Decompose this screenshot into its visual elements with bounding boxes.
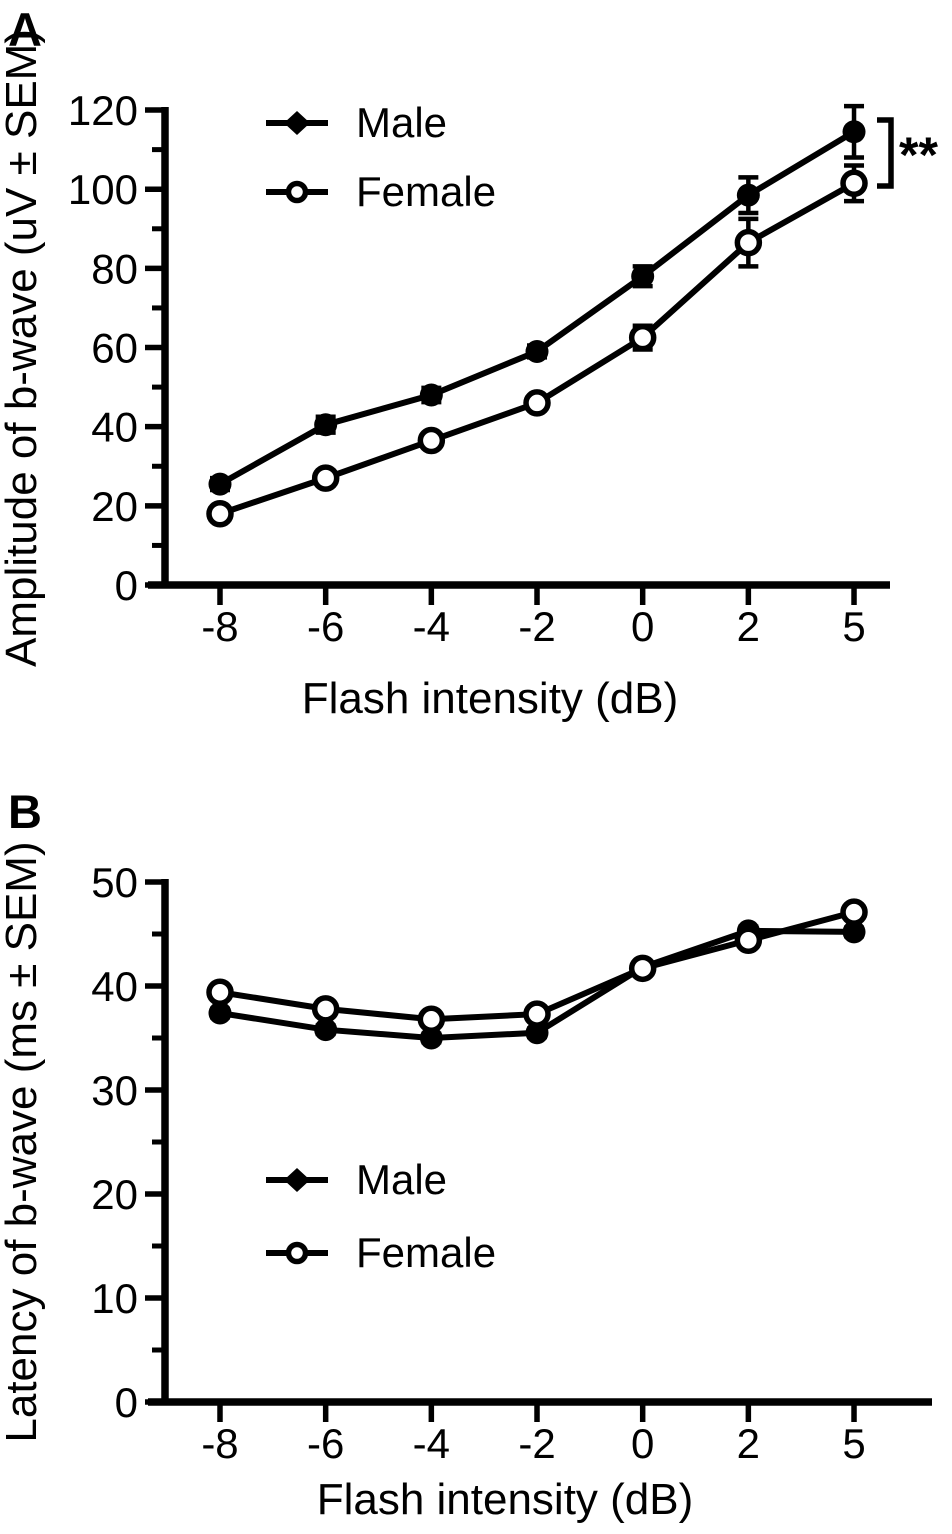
marker-male [525,339,549,363]
legend-item-male: Male [266,1156,447,1203]
series-male [208,103,866,496]
marker-female [840,169,868,198]
series-female [206,163,868,528]
marker-male [208,1001,232,1025]
panel-label-b: B [8,785,42,838]
marker-male [419,383,443,407]
x-tick-label: -6 [307,1420,344,1467]
y-tick-label: 50 [91,859,138,906]
significance-stars: ** [899,127,938,183]
axes [145,879,932,1422]
marker-female [840,898,868,926]
x-tick-label: -8 [201,603,238,650]
x-axis-title: Flash intensity (dB) [317,1475,694,1524]
panel-label-a: A [8,3,42,56]
x-tick-label: 0 [631,1420,654,1467]
x-tick-label: 5 [842,603,865,650]
y-tick-label: 0 [115,1379,138,1426]
x-tick-label: -6 [307,603,344,650]
series-line-male [218,129,856,487]
y-axis-title: Latency of b-wave (ms ± SEM) [0,841,46,1442]
marker-male [314,1018,338,1042]
marker-male [208,472,232,496]
marker-male [736,183,760,207]
series-female [206,898,868,1034]
marker-female [206,978,234,1006]
x-tick-label: 2 [737,603,760,650]
legend: Male Female [266,99,496,215]
marker-female [206,500,234,528]
x-tick-label: 0 [631,603,654,650]
marker-female [628,323,657,352]
legend-item-female: Female [266,168,496,215]
marker-female [734,228,763,257]
y-tick-label: 20 [91,1171,138,1218]
legend: Male Female [266,1156,496,1276]
panel-b-latency-chart: 0 10 20 30 40 50 -8 -6 -4 -2 0 2 5 Flash intensity (d… [0,841,932,1524]
x-tick-label: -8 [201,1420,238,1467]
legend-label-female: Female [356,168,496,215]
marker-male [525,1021,549,1045]
x-tick-label: -2 [518,603,555,650]
marker-female [523,389,551,417]
legend-item-female: Female [266,1229,496,1276]
marker-male [842,120,866,144]
y-tick-label: 10 [91,1275,138,1322]
marker-male [842,920,866,944]
y-tick-label: 60 [91,325,138,372]
legend-label-female: Female [356,1229,496,1276]
y-axis-title: Amplitude of b-wave (uV ± SEM) [0,29,46,667]
marker-female [311,995,340,1023]
marker-female [311,464,340,492]
marker-male [419,1026,443,1050]
x-tick-label: 2 [737,1420,760,1467]
marker-female [523,1000,551,1028]
legend-circle-marker [285,180,309,204]
x-tick-label: -4 [413,603,450,650]
series-male [208,919,866,1050]
legend-label-male: Male [356,1156,447,1203]
y-tick-label: 40 [91,404,138,451]
x-axis-title: Flash intensity (dB) [302,674,679,723]
x-tick-label: 5 [842,1420,865,1467]
axes [145,107,890,605]
legend-label-male: Male [356,99,447,146]
y-tick-label: 120 [68,87,138,134]
marker-female [417,1005,446,1034]
significance-annotation: ** [877,117,938,189]
panel-a-amplitude-chart: 0 20 40 60 80 100 120 -8 -6 -4 -2 0 2 5 Flash intensit… [0,29,938,723]
marker-female [628,954,657,983]
y-tick-label: 0 [115,562,138,609]
legend-circle-marker [285,1241,309,1265]
significance-bracket [877,117,894,189]
legend-item-male: Male [266,99,447,146]
y-tick-label: 80 [91,245,138,292]
legend-diamond-marker [284,111,310,135]
marker-female [734,926,763,954]
y-tick-label: 100 [68,166,138,213]
marker-female [417,426,446,455]
y-tick-label: 40 [91,963,138,1010]
x-tick-label: -4 [413,1420,450,1467]
y-tick-label: 20 [91,483,138,530]
x-tick-label: -2 [518,1420,555,1467]
y-tick-label: 30 [91,1067,138,1114]
legend-diamond-marker [284,1168,310,1192]
marker-male [314,413,338,437]
marker-male [631,264,655,288]
